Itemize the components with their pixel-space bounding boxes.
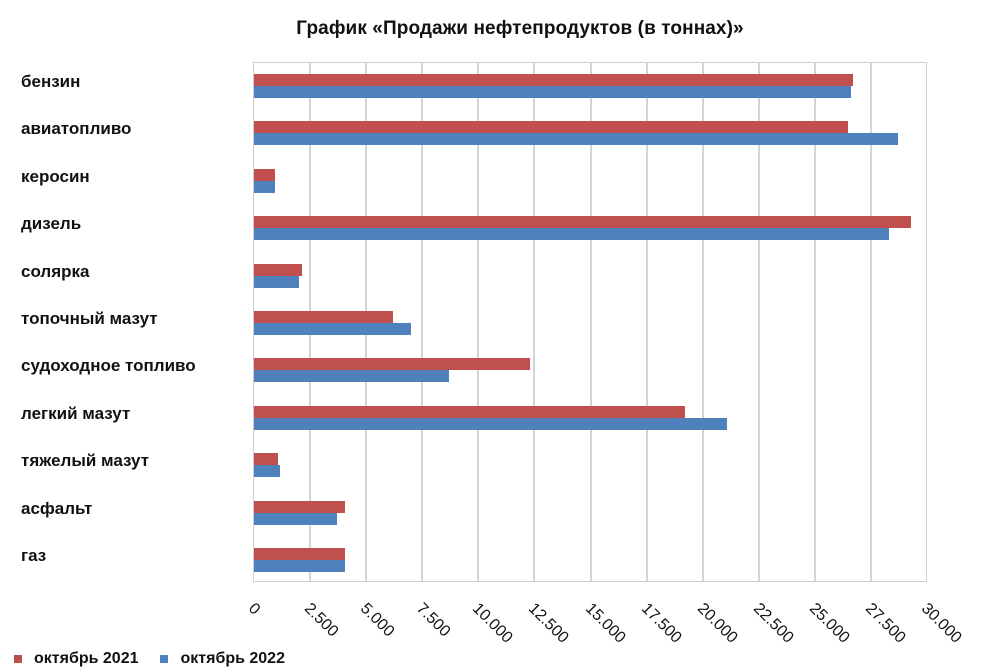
bar-2022 — [254, 133, 898, 146]
x-tick-label: 20.000 — [693, 600, 741, 647]
bar-2021 — [254, 453, 278, 466]
legend-label-2022: октябрь 2022 — [180, 650, 285, 667]
x-tick-label: 12.500 — [525, 600, 573, 647]
bar-2021 — [254, 500, 345, 513]
category-label: газ — [21, 546, 47, 565]
bar-2021 — [254, 216, 912, 229]
x-tick-label: 7.500 — [413, 600, 454, 641]
bar-2022 — [254, 370, 450, 383]
legend-item-2022: октябрь 2022 — [160, 650, 285, 668]
x-tick-label: 10.000 — [469, 600, 516, 647]
plot-area — [253, 62, 927, 582]
x-tick-label: 22.500 — [749, 600, 797, 647]
bar-2022 — [254, 512, 337, 525]
category-label: керосин — [21, 166, 90, 186]
bar-2021 — [254, 121, 849, 134]
category-label: топочный мазут — [21, 309, 158, 328]
bar-2022 — [254, 417, 728, 430]
bar-2021 — [254, 311, 394, 323]
x-tick-label: 27.500 — [861, 600, 909, 647]
x-tick-label: 5.000 — [357, 600, 398, 641]
bar-2021 — [254, 168, 276, 181]
gridline — [869, 63, 872, 581]
bar-2022 — [254, 560, 345, 572]
bar-2022 — [254, 465, 280, 478]
gridline — [645, 63, 648, 581]
bar-2022 — [254, 275, 299, 288]
bar-2022 — [254, 323, 412, 335]
bar-2021 — [254, 74, 853, 86]
gridline — [533, 63, 536, 581]
gridline — [813, 63, 816, 581]
category-label: тяжелый мазут — [21, 451, 150, 471]
x-tick-label: 30.000 — [917, 600, 965, 647]
gridline — [701, 63, 704, 581]
x-tick-label: 15.000 — [581, 600, 629, 647]
gridline — [477, 63, 480, 581]
legend: октябрь 2021 октябрь 2022 — [14, 650, 307, 668]
legend-item-2021: октябрь 2021 — [14, 650, 138, 668]
bar-2021 — [254, 548, 345, 560]
bar-2022 — [254, 86, 851, 98]
x-tick-label: 2.500 — [301, 600, 342, 641]
x-tick-label: 25.000 — [805, 600, 853, 647]
x-tick-label: 0 — [244, 600, 264, 619]
category-label: солярка — [21, 261, 90, 281]
legend-swatch-2021 — [14, 655, 22, 663]
category-label: асфальт — [21, 498, 93, 518]
category-label: авиатопливо — [21, 119, 132, 139]
legend-label-2021: октябрь 2021 — [34, 650, 139, 667]
bar-2021 — [254, 405, 685, 418]
bar-2022 — [254, 228, 889, 241]
bar-2021 — [254, 263, 303, 276]
category-label: судоходное топливо — [21, 356, 196, 376]
gridline — [421, 63, 424, 581]
bar-2022 — [254, 180, 276, 193]
gridline — [589, 63, 592, 581]
category-label: дизель — [21, 214, 82, 234]
gridline — [757, 63, 760, 581]
chart-title: График «Продажи нефтепродуктов (в тоннах… — [296, 18, 744, 39]
x-tick-label: 17.500 — [637, 600, 685, 647]
bar-2021 — [254, 358, 530, 371]
category-label: бензин — [21, 72, 81, 91]
legend-swatch-2022 — [160, 655, 169, 663]
category-label: легкий мазут — [21, 403, 131, 423]
